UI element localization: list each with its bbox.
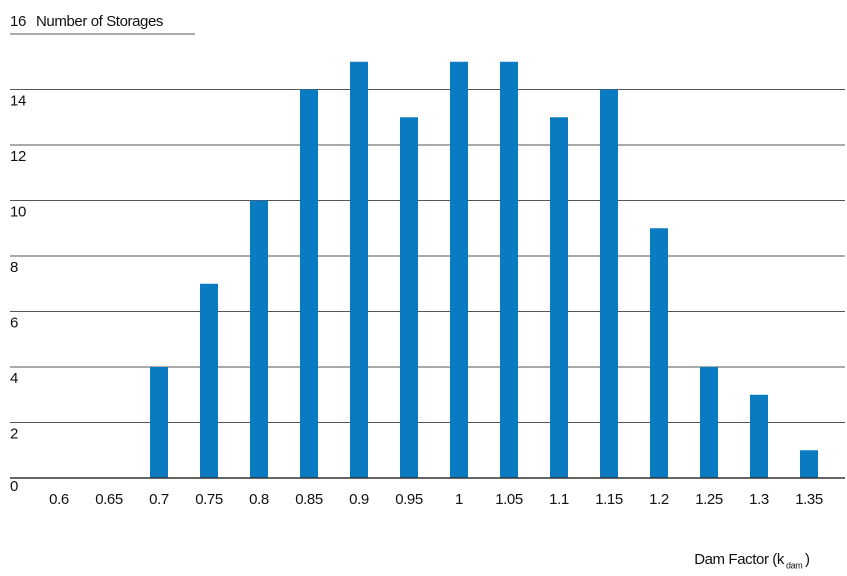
y-tick-label: 12 — [10, 148, 26, 165]
x-axis-label-subscript: dam — [786, 560, 802, 570]
bar — [400, 117, 418, 478]
x-tick-label: 0.75 — [195, 491, 223, 508]
x-tick-label: 1.1 — [549, 491, 569, 508]
y-tick-label: 8 — [10, 259, 18, 276]
x-tick-label: 0.6 — [49, 491, 69, 508]
bar — [750, 394, 768, 478]
x-tick-label: 0.7 — [149, 491, 169, 508]
bar — [250, 200, 268, 478]
y-tick-label: 14 — [10, 92, 26, 109]
y-tick-label: 0 — [10, 478, 18, 495]
x-tick-label: 1.25 — [695, 491, 723, 508]
y-tick-label: 6 — [10, 314, 18, 331]
x-tick-label: 1.05 — [495, 491, 523, 508]
x-tick-label: 0.8 — [249, 491, 269, 508]
x-tick-label: 0.85 — [295, 491, 323, 508]
x-tick-label: 0.65 — [95, 491, 123, 508]
bar — [600, 89, 618, 478]
x-tick-label: 1.2 — [649, 491, 669, 508]
x-tick-label: 1.35 — [795, 491, 823, 508]
y-tick-label: 4 — [10, 370, 18, 387]
y-tick-label: 10 — [10, 203, 26, 220]
x-tick-label: 0.95 — [395, 491, 423, 508]
bar — [550, 117, 568, 478]
bar — [350, 61, 368, 478]
bar — [700, 367, 718, 478]
y-tick-label: 2 — [10, 425, 18, 442]
bar — [650, 228, 668, 478]
x-tick-label: 1 — [455, 491, 463, 508]
x-axis-label: Dam Factor (k — [694, 551, 785, 568]
bar — [450, 61, 468, 478]
x-tick-label: 1.3 — [749, 491, 769, 508]
bar — [150, 367, 168, 478]
x-axis-label-suffix: ) — [805, 551, 810, 568]
x-tick-label: 0.9 — [349, 491, 369, 508]
y-axis-label: Number of Storages — [36, 13, 163, 30]
bar — [200, 283, 218, 478]
bar — [800, 450, 818, 478]
bar — [500, 61, 518, 478]
y-tick-label: 16 — [10, 13, 26, 30]
x-tick-label: 1.15 — [595, 491, 623, 508]
bar — [300, 89, 318, 478]
